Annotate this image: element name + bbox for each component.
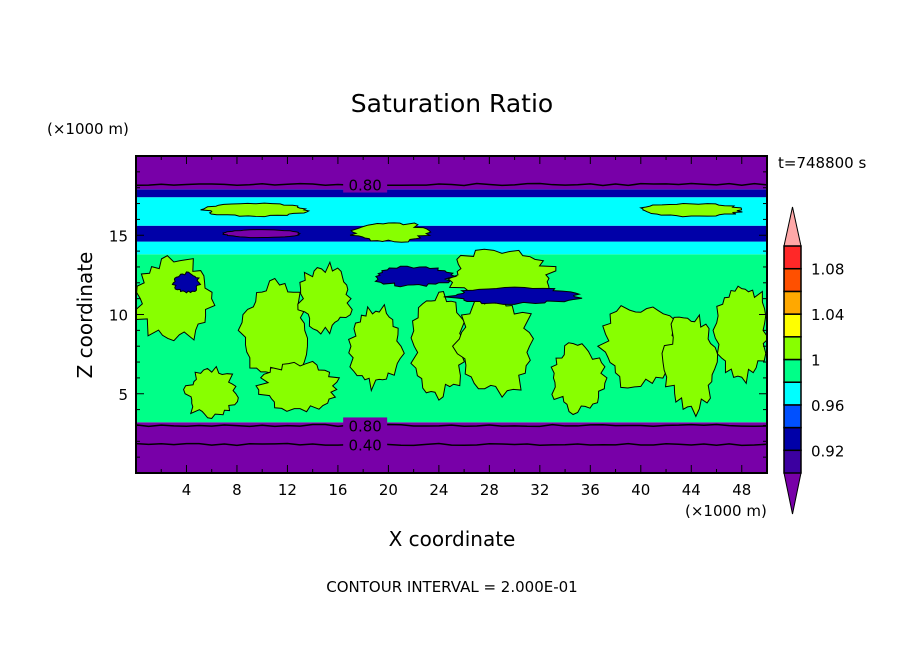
contour-region	[661, 313, 719, 418]
contour-region	[200, 202, 311, 218]
colorbar-swatch	[783, 313, 802, 338]
x-tick-label: 8	[232, 481, 242, 499]
colorbar-bottom-arrow	[783, 472, 802, 515]
y-tick-label: 10	[109, 307, 128, 325]
colorbar-swatch	[783, 267, 802, 293]
x-tick-label: 24	[429, 481, 448, 499]
colorbar-tick-label: 1	[811, 352, 821, 370]
colorbar-tick-label: 0.96	[811, 397, 844, 415]
contour-region	[349, 222, 432, 243]
contour-region	[183, 365, 239, 419]
x-tick-label: 12	[278, 481, 297, 499]
x-tick-label: 48	[732, 481, 751, 499]
x-unit-label: (×1000 m)	[685, 502, 767, 520]
contour-label: 0.80	[348, 417, 381, 435]
x-tick-label: 40	[631, 481, 650, 499]
contour-label: 0.80	[348, 177, 381, 195]
x-tick-label: 36	[581, 481, 600, 499]
colorbar-swatch	[783, 426, 802, 452]
contour-region	[443, 286, 583, 305]
x-tick-label: 44	[682, 481, 701, 499]
field-layer	[136, 189, 767, 198]
contour-region	[297, 260, 353, 335]
contour-region	[596, 305, 680, 389]
field-layer	[136, 225, 767, 242]
contour-label-bg	[343, 417, 388, 434]
chart-title: Saturation Ratio	[351, 89, 553, 118]
x-tick-label: 28	[480, 481, 499, 499]
colorbar-swatch	[783, 449, 802, 474]
contour-label: 0.40	[348, 436, 381, 454]
time-label: t=748800 s	[778, 154, 866, 172]
colorbar-swatch	[783, 290, 802, 315]
contour-line	[136, 442, 767, 447]
contour-region	[451, 294, 535, 399]
field-layer	[136, 241, 767, 255]
y-tick-label: 5	[118, 386, 128, 404]
colorbar-swatch	[783, 245, 802, 270]
x-tick-label: 16	[328, 481, 347, 499]
colorbar-tick-label: 1.04	[811, 306, 844, 324]
colorbar-swatch	[783, 336, 802, 361]
contour-label-bg	[343, 176, 388, 193]
colorbar-tick-label: 0.92	[811, 442, 844, 460]
contour-line	[136, 423, 767, 428]
x-tick-label: 20	[379, 481, 398, 499]
contour-region	[171, 271, 202, 294]
colorbar-swatch	[783, 381, 802, 406]
plot-area: 0.800.800.40	[136, 156, 767, 473]
y-axis-label: Z coordinate	[73, 252, 97, 379]
contour-interval-footer: CONTOUR INTERVAL = 2.000E-01	[326, 578, 577, 596]
colorbar-swatch	[783, 404, 802, 429]
y-tick-label: 15	[109, 227, 128, 245]
contour-region	[255, 360, 341, 413]
contour-region	[550, 342, 608, 416]
colorbar-tick-label: 1.08	[811, 261, 844, 279]
x-tick-label: 4	[182, 481, 192, 499]
field-layer	[136, 422, 767, 473]
contour-region	[639, 202, 743, 218]
contour-line	[136, 182, 767, 187]
contour-region	[347, 303, 405, 393]
colorbar-top-arrow	[783, 206, 802, 247]
colorbar: 0.92 0.96 1 1.04 1.08	[783, 206, 844, 515]
x-tick-label: 32	[530, 481, 549, 499]
contour-region	[222, 229, 302, 239]
contour-region	[374, 265, 458, 288]
y-unit-label: (×1000 m)	[47, 120, 129, 138]
colorbar-swatch	[783, 358, 802, 383]
x-axis-label: X coordinate	[389, 527, 516, 551]
contour-region	[410, 291, 466, 401]
contour-region	[712, 285, 767, 385]
contour-label-bg	[343, 436, 388, 453]
